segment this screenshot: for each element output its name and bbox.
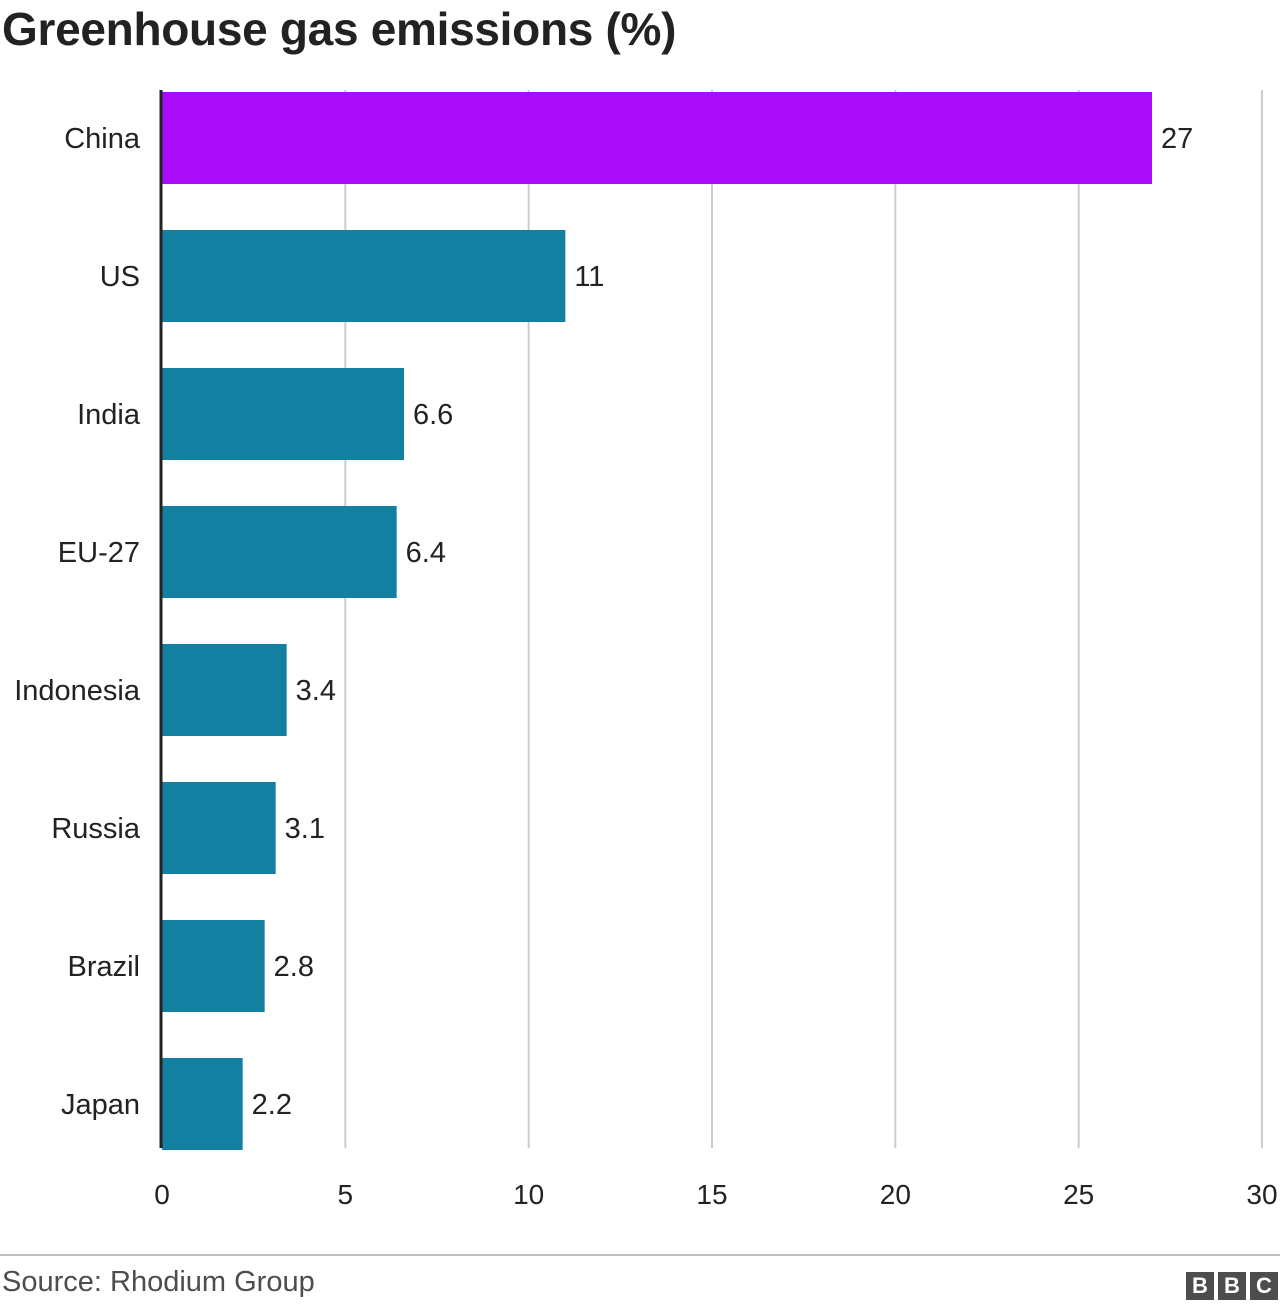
logo-letter-b1: B	[1186, 1272, 1214, 1300]
value-label-india: 6.6	[413, 399, 453, 431]
logo-letter-b2: B	[1218, 1272, 1246, 1300]
bar-japan	[162, 1058, 243, 1150]
category-label-indonesia: Indonesia	[14, 675, 141, 707]
category-label-us: US	[100, 261, 140, 293]
value-label-indonesia: 3.4	[296, 675, 336, 707]
x-tick-label-10: 10	[513, 1179, 544, 1210]
x-tick-label-20: 20	[880, 1179, 911, 1210]
category-label-india: India	[77, 399, 141, 431]
value-label-brazil: 2.8	[274, 951, 314, 983]
value-label-eu-27: 6.4	[406, 537, 446, 569]
value-label-us: 11	[574, 261, 604, 293]
chart-title: Greenhouse gas emissions (%)	[2, 3, 677, 55]
bar-brazil	[162, 920, 265, 1012]
x-tick-label-15: 15	[696, 1179, 727, 1210]
category-label-brazil: Brazil	[67, 951, 140, 983]
logo-letter-c: C	[1250, 1272, 1278, 1300]
bbc-logo: B B C	[1186, 1272, 1278, 1300]
bar-eu-27	[162, 506, 397, 598]
x-tick-label-30: 30	[1246, 1179, 1277, 1210]
category-label-russia: Russia	[51, 813, 141, 845]
category-label-china: China	[64, 123, 141, 155]
value-label-china: 27	[1161, 123, 1193, 155]
source-note: Source: Rhodium Group	[2, 1266, 315, 1298]
x-tick-label-5: 5	[338, 1179, 354, 1210]
category-label-japan: Japan	[61, 1089, 140, 1121]
value-label-russia: 3.1	[285, 813, 325, 845]
x-tick-label-25: 25	[1063, 1179, 1094, 1210]
value-label-japan: 2.2	[252, 1089, 292, 1121]
x-tick-label-0: 0	[154, 1179, 170, 1210]
category-label-eu-27: EU-27	[58, 537, 140, 569]
bar-indonesia	[162, 644, 287, 736]
bar-india	[162, 368, 404, 460]
bar-china	[162, 92, 1152, 184]
bar-chart: 0 5 10 15 20 25 30 27 China 11 US 6.6 India 6.4 EU-27 3…	[14, 90, 1278, 1210]
bar-us	[162, 230, 566, 322]
bar-russia	[162, 782, 276, 874]
footer-divider	[0, 1254, 1280, 1256]
